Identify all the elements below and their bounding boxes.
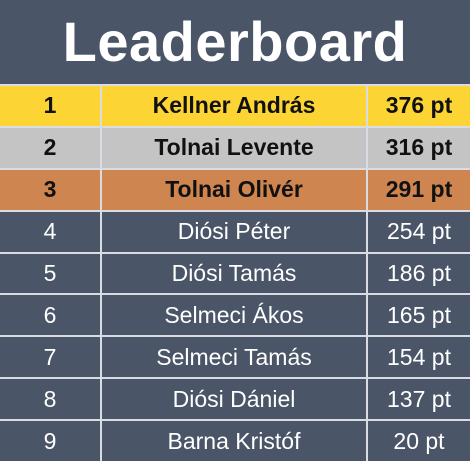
- points-cell: 186 pt: [368, 253, 470, 294]
- table-row: 4 Diósi Péter 254 pt: [0, 211, 470, 252]
- rank-cell: 5: [0, 253, 100, 294]
- rank-cell: 6: [0, 295, 100, 336]
- rank-cell: 8: [0, 379, 100, 420]
- name-cell: Barna Kristóf: [102, 421, 366, 461]
- name-cell: Kellner András: [102, 86, 366, 126]
- points-cell: 137 pt: [368, 379, 470, 420]
- name-cell: Diósi Dániel: [102, 379, 366, 420]
- table-row: 6 Selmeci Ákos 165 pt: [0, 295, 470, 336]
- table-row: 1 Kellner András 376 pt: [0, 86, 470, 126]
- name-cell: Selmeci Ákos: [102, 295, 366, 336]
- table-row: 2 Tolnai Levente 316 pt: [0, 127, 470, 168]
- rank-cell: 3: [0, 169, 100, 210]
- points-cell: 165 pt: [368, 295, 470, 336]
- points-cell: 291 pt: [368, 169, 470, 210]
- table-row: 9 Barna Kristóf 20 pt: [0, 421, 470, 461]
- points-cell: 376 pt: [368, 86, 470, 126]
- points-cell: 316 pt: [368, 127, 470, 168]
- points-cell: 254 pt: [368, 211, 470, 252]
- rank-cell: 9: [0, 421, 100, 461]
- table-row: 5 Diósi Tamás 186 pt: [0, 253, 470, 294]
- points-cell: 154 pt: [368, 337, 470, 378]
- table-row: 8 Diósi Dániel 137 pt: [0, 379, 470, 420]
- name-cell: Selmeci Tamás: [102, 337, 366, 378]
- table: 1 Kellner András 376 pt 2 Tolnai Levente 316 …: [0, 84, 470, 461]
- rank-cell: 1: [0, 86, 100, 126]
- title: Leaderboard: [62, 10, 408, 73]
- name-cell: Tolnai Olivér: [102, 169, 366, 210]
- name-cell: Tolnai Levente: [102, 127, 366, 168]
- rank-cell: 7: [0, 337, 100, 378]
- rank-cell: 2: [0, 127, 100, 168]
- name-cell: Diósi Péter: [102, 211, 366, 252]
- table-row: 3 Tolnai Olivér 291 pt: [0, 169, 470, 210]
- table-row: 7 Selmeci Tamás 154 pt: [0, 337, 470, 378]
- rank-cell: 4: [0, 211, 100, 252]
- points-cell: 20 pt: [368, 421, 470, 461]
- name-cell: Diósi Tamás: [102, 253, 366, 294]
